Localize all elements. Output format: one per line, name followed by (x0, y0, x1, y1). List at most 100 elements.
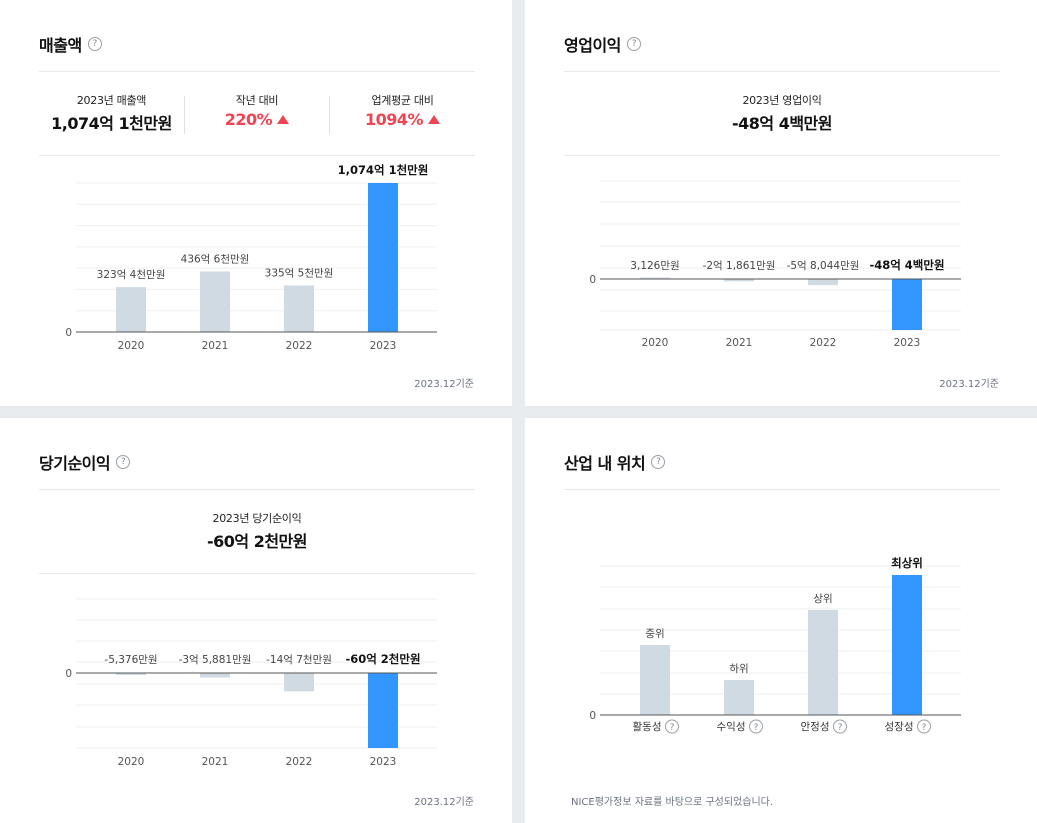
data-label: -14억 7천만원 (266, 654, 332, 666)
revenue-title: 매출액 ? (39, 32, 102, 56)
bar-2021[interactable] (200, 271, 230, 332)
bar-2023[interactable] (892, 279, 922, 330)
data-label: -5,376만원 (104, 654, 157, 666)
operating-summary: 2023년 영업이익 -48억 4백만원 (564, 92, 1000, 134)
operating-title-text: 영업이익 (564, 36, 621, 55)
data-label: 3,126만원 (630, 260, 679, 272)
category-label: 2021 (202, 340, 229, 352)
summary-value: -60억 2천만원 (207, 532, 308, 551)
category-label: 2020 (642, 337, 669, 349)
divider (39, 155, 475, 156)
data-label: 최상위 (891, 556, 923, 570)
summary-label: 2023년 매출액 (76, 94, 147, 107)
category-label: 2020 (118, 340, 145, 352)
bar-2020[interactable] (116, 287, 146, 332)
data-label: 하위 (729, 662, 748, 675)
industry-position-footnote: NICE평가정보 자료를 바탕으로 구성되었습니다. (571, 797, 774, 808)
bar-2023[interactable] (368, 183, 398, 332)
zero-tick-label: 0 (589, 710, 596, 722)
help-icon-glyph: ? (838, 723, 843, 733)
summary-value: 220% (185, 110, 329, 129)
data-label: -3억 5,881만원 (179, 654, 252, 666)
industry-position-title: 산업 내 위치 ? (564, 450, 666, 474)
category-label: 활동성 (633, 720, 662, 733)
category-label: 2021 (202, 756, 229, 768)
bar-2021[interactable] (724, 279, 754, 282)
bar-안정성[interactable] (808, 610, 838, 715)
data-label: 1,074억 1천만원 (338, 163, 429, 177)
divider (184, 96, 185, 134)
category-label: 2023 (370, 756, 397, 768)
bar-2022[interactable] (808, 279, 838, 286)
net-income-title: 당기순이익 ? (39, 450, 131, 474)
net-income-panel: 당기순이익 ? 2023년 당기순이익 -60억 2천만원 -5,376만원 20… (0, 418, 512, 823)
bar-2023[interactable] (368, 673, 398, 748)
net-income-summary: 2023년 당기순이익 -60억 2천만원 (39, 510, 475, 552)
data-label: 436억 6천만원 (181, 253, 250, 265)
net-income-chart: -5,376만원 2020 -3억 5,881만원 2021 -14억 7천만원 2022… (65, 598, 437, 768)
category-label: 2022 (286, 756, 313, 768)
divider (39, 489, 475, 490)
data-label: 335억 5천만원 (265, 267, 334, 279)
data-label: -60억 2천만원 (345, 652, 420, 666)
divider (564, 71, 1000, 72)
zero-tick-label: 0 (65, 327, 72, 339)
industry-value: 1094% (364, 110, 424, 129)
summary-label: 2023년 영업이익 (742, 94, 822, 107)
triangle-up-icon (277, 115, 290, 124)
net-income-title-text: 당기순이익 (39, 454, 111, 473)
net-income-help-icon[interactable]: ? (116, 455, 131, 469)
zero-tick-label: 0 (589, 274, 596, 286)
revenue-panel: 매출액 ? 2023년 매출액 1,074억 1천만원 작년 대비 220% 업… (0, 0, 512, 406)
zero-tick-label: 0 (65, 668, 72, 680)
category-label: 2022 (286, 340, 313, 352)
category-label: 2020 (118, 756, 145, 768)
operating-help-icon[interactable]: ? (626, 37, 641, 51)
category-label: 2023 (370, 340, 397, 352)
category-label: 2022 (810, 337, 837, 349)
divider (329, 96, 330, 134)
bar-2020[interactable] (640, 277, 670, 280)
help-icon[interactable] (749, 719, 763, 734)
revenue-help-icon[interactable]: ? (87, 37, 102, 51)
data-label: -2억 1,861만원 (703, 260, 776, 272)
summary-label: 2023년 당기순이익 (212, 512, 302, 525)
help-icon[interactable] (833, 719, 847, 734)
help-icon-glyph: ? (922, 723, 927, 733)
bar-성장성[interactable] (892, 575, 922, 715)
data-label: -5억 8,044만원 (787, 260, 860, 272)
category-label: 수익성 (717, 721, 746, 733)
summary-label: 작년 대비 (235, 94, 279, 107)
data-label: -48억 4백만원 (869, 258, 944, 272)
revenue-summary-year: 2023년 매출액 1,074억 1천만원 (39, 92, 184, 134)
operating-title: 영업이익 ? (564, 32, 641, 56)
help-icon-glyph: ? (754, 723, 759, 733)
bar-2020[interactable] (116, 673, 146, 675)
net-income-footnote: 2023.12기준 (414, 797, 474, 808)
operating-panel: 영업이익 ? 2023년 영업이익 -48억 4백만원 3,126만원 2020 -… (525, 0, 1037, 406)
bar-수익성[interactable] (724, 680, 754, 715)
bar-2022[interactable] (284, 285, 314, 332)
divider (39, 71, 475, 72)
industry-position-panel: 산업 내 위치 ? 중위 활동성? 하위 수익성? 상위 안정성? 최상위 성장성? 0 NIC… (525, 418, 1037, 823)
category-label: 성장성 (885, 721, 914, 733)
revenue-chart: 323억 4천만원 2020 436억 6천만원 2021 335억 5천만원 2022 1… (65, 163, 437, 352)
revenue-title-text: 매출액 (39, 36, 82, 55)
summary-value: -48억 4백만원 (732, 114, 833, 133)
divider (564, 489, 1000, 490)
bar-2022[interactable] (284, 673, 314, 692)
operating-footnote: 2023.12기준 (939, 379, 999, 390)
category-label: 2021 (726, 337, 753, 349)
industry-position-help-icon[interactable]: ? (651, 455, 666, 469)
revenue-summary-industry: 업계평균 대비 1094% (330, 92, 475, 129)
revenue-summary-yoy: 작년 대비 220% (185, 92, 329, 129)
bar-2021[interactable] (200, 673, 230, 678)
bar-활동성[interactable] (640, 645, 670, 715)
data-label: 323억 4천만원 (97, 269, 166, 281)
category-label: 2023 (894, 337, 921, 349)
help-icon[interactable] (665, 719, 679, 734)
data-label: 중위 (645, 627, 664, 640)
industry-position-title-text: 산업 내 위치 (564, 454, 646, 473)
help-icon[interactable] (917, 719, 931, 734)
